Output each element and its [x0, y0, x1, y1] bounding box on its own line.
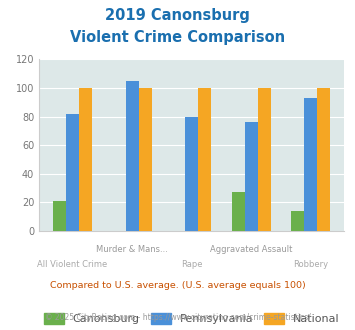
Bar	[79, 88, 92, 231]
Bar	[198, 88, 211, 231]
Bar	[185, 116, 198, 231]
Bar	[66, 114, 79, 231]
Bar	[291, 211, 304, 231]
Text: All Violent Crime: All Violent Crime	[38, 260, 108, 269]
Text: Rape: Rape	[181, 260, 202, 269]
Legend: Canonsburg, Pennsylvania, National: Canonsburg, Pennsylvania, National	[39, 309, 344, 329]
Bar	[231, 192, 245, 231]
Bar	[126, 81, 139, 231]
Bar	[245, 122, 258, 231]
Bar	[139, 88, 152, 231]
Text: © 2025 CityRating.com - https://www.cityrating.com/crime-statistics/: © 2025 CityRating.com - https://www.city…	[45, 313, 310, 322]
Bar	[317, 88, 331, 231]
Bar	[258, 88, 271, 231]
Text: Murder & Mans...: Murder & Mans...	[96, 245, 168, 254]
Text: Violent Crime Comparison: Violent Crime Comparison	[70, 30, 285, 45]
Bar	[53, 201, 66, 231]
Text: Compared to U.S. average. (U.S. average equals 100): Compared to U.S. average. (U.S. average …	[50, 281, 305, 290]
Text: Robbery: Robbery	[293, 260, 328, 269]
Text: Aggravated Assault: Aggravated Assault	[210, 245, 293, 254]
Bar	[304, 98, 317, 231]
Text: 2019 Canonsburg: 2019 Canonsburg	[105, 8, 250, 23]
